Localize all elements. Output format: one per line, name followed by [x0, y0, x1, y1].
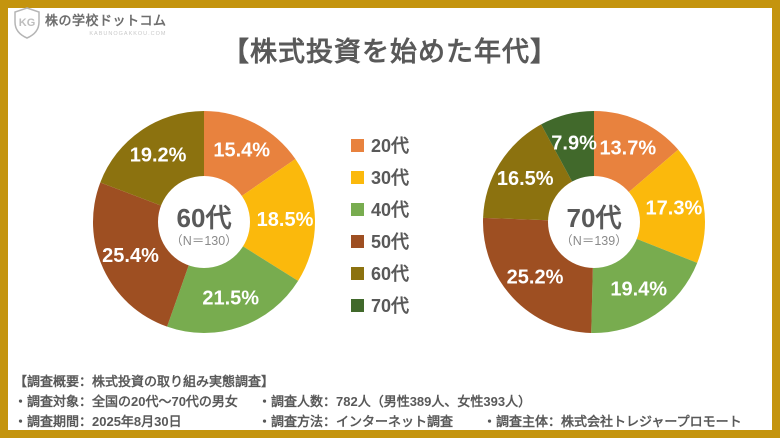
- donut-center-label: 60代: [177, 203, 232, 233]
- donut-chart-70s-svg: 13.7% 17.3% 19.4% 25.2% 16.5% 7.9% 70代（N＝139）: [483, 111, 706, 333]
- pie-slice-30代: [594, 149, 706, 263]
- survey-method: ・調査方法：インターネット調査: [258, 414, 454, 429]
- brand-logo: KG 株の学校ドットコム KABUNOGAKKOU.COM: [13, 7, 167, 39]
- legend-label-70s: 70代: [371, 296, 410, 316]
- legend-swatch-70s: [351, 298, 364, 312]
- brand-text: 株の学校ドットコム KABUNOGAKKOU.COM: [45, 7, 167, 37]
- legend-item-20s: 20代: [351, 134, 409, 156]
- legend-swatch-20s: [351, 138, 364, 152]
- brand-tagline: KABUNOGAKKOU.COM: [89, 31, 167, 38]
- legend-label-20s: 20代: [371, 136, 410, 156]
- legend-item-40s: 40代: [351, 198, 409, 220]
- donut-center-label: 70代: [567, 203, 622, 233]
- legend-swatch-30s: [351, 170, 364, 184]
- chart-legend: 20代 30代 40代 50代 60代 70代: [351, 134, 409, 326]
- survey-overview-line2: ・調査対象：全国の20代～70代の男女 ・調査人数：782人（男性389人、女性…: [14, 391, 766, 411]
- slice-value-label-40代: 21.5%: [202, 288, 259, 310]
- legend-swatch-60s: [351, 266, 364, 280]
- legend-item-50s: 50代: [351, 230, 409, 252]
- slice-value-label-60代: 16.5%: [497, 168, 554, 190]
- slice-value-label-40代: 19.4%: [610, 279, 667, 301]
- survey-overview-line3: ・調査期間：2025年8月30日 ・調査方法：インターネット調査 ・調査主体：株…: [14, 411, 766, 431]
- brand-name: 株の学校ドットコム: [45, 13, 167, 28]
- survey-org: ・調査主体：株式会社トレジャープロモート: [483, 414, 742, 429]
- donut-hole: [158, 176, 250, 268]
- survey-heading: 【調査概要：株式投資の取り組み実態調査】: [14, 374, 275, 389]
- survey-target: ・調査対象：全国の20代～70代の男女: [14, 394, 238, 409]
- slice-value-label-20代: 15.4%: [213, 139, 270, 161]
- brand-monogram: KG: [19, 17, 36, 29]
- legend-item-70s: 70代: [351, 294, 409, 316]
- slice-value-label-20代: 13.7%: [599, 137, 656, 159]
- legend-label-60s: 60代: [371, 264, 410, 284]
- legend-swatch-50s: [351, 234, 364, 248]
- legend-swatch-40s: [351, 202, 364, 216]
- slice-value-label-70代: 7.9%: [551, 133, 597, 155]
- pie-slice-30代: [204, 159, 315, 281]
- slice-value-label-50代: 25.2%: [507, 266, 564, 288]
- donut-center-sublabel: （N＝139）: [560, 234, 627, 248]
- survey-period: ・調査期間：2025年8月30日: [14, 414, 182, 429]
- slice-value-label-50代: 25.4%: [102, 245, 159, 267]
- slice-value-label-30代: 17.3%: [646, 198, 703, 220]
- page-title: 【株式投資を始めた年代】: [222, 37, 558, 67]
- donut-hole: [548, 176, 640, 268]
- shield-kg-icon: KG: [14, 7, 40, 39]
- survey-overview: 【調査概要：株式投資の取り組み実態調査】 ・調査対象：全国の20代～70代の男女…: [14, 371, 766, 431]
- legend-label-50s: 50代: [371, 232, 410, 252]
- survey-overview-line1: 【調査概要：株式投資の取り組み実態調査】: [14, 371, 766, 391]
- legend-label-30s: 30代: [371, 168, 410, 188]
- legend-item-60s: 60代: [351, 262, 409, 284]
- legend-label-40s: 40代: [371, 200, 410, 220]
- donut-chart-70s: 13.7% 17.3% 19.4% 25.2% 16.5% 7.9% 70代 （N＝139）: [454, 82, 734, 362]
- donut-chart-60s: 15.4% 18.5% 21.5% 25.4% 19.2% 60代 （N＝130）: [64, 82, 344, 362]
- donut-center-sublabel: （N＝130）: [170, 234, 237, 248]
- legend-item-30s: 30代: [351, 166, 409, 188]
- slice-value-label-30代: 18.5%: [257, 209, 314, 231]
- donut-chart-60s-svg: 15.4% 18.5% 21.5% 25.4% 19.2% 60代（N＝130）: [93, 111, 315, 333]
- slice-value-label-60代: 19.2%: [130, 144, 187, 166]
- survey-count: ・調査人数：782人（男性389人、女性393人）: [258, 394, 532, 409]
